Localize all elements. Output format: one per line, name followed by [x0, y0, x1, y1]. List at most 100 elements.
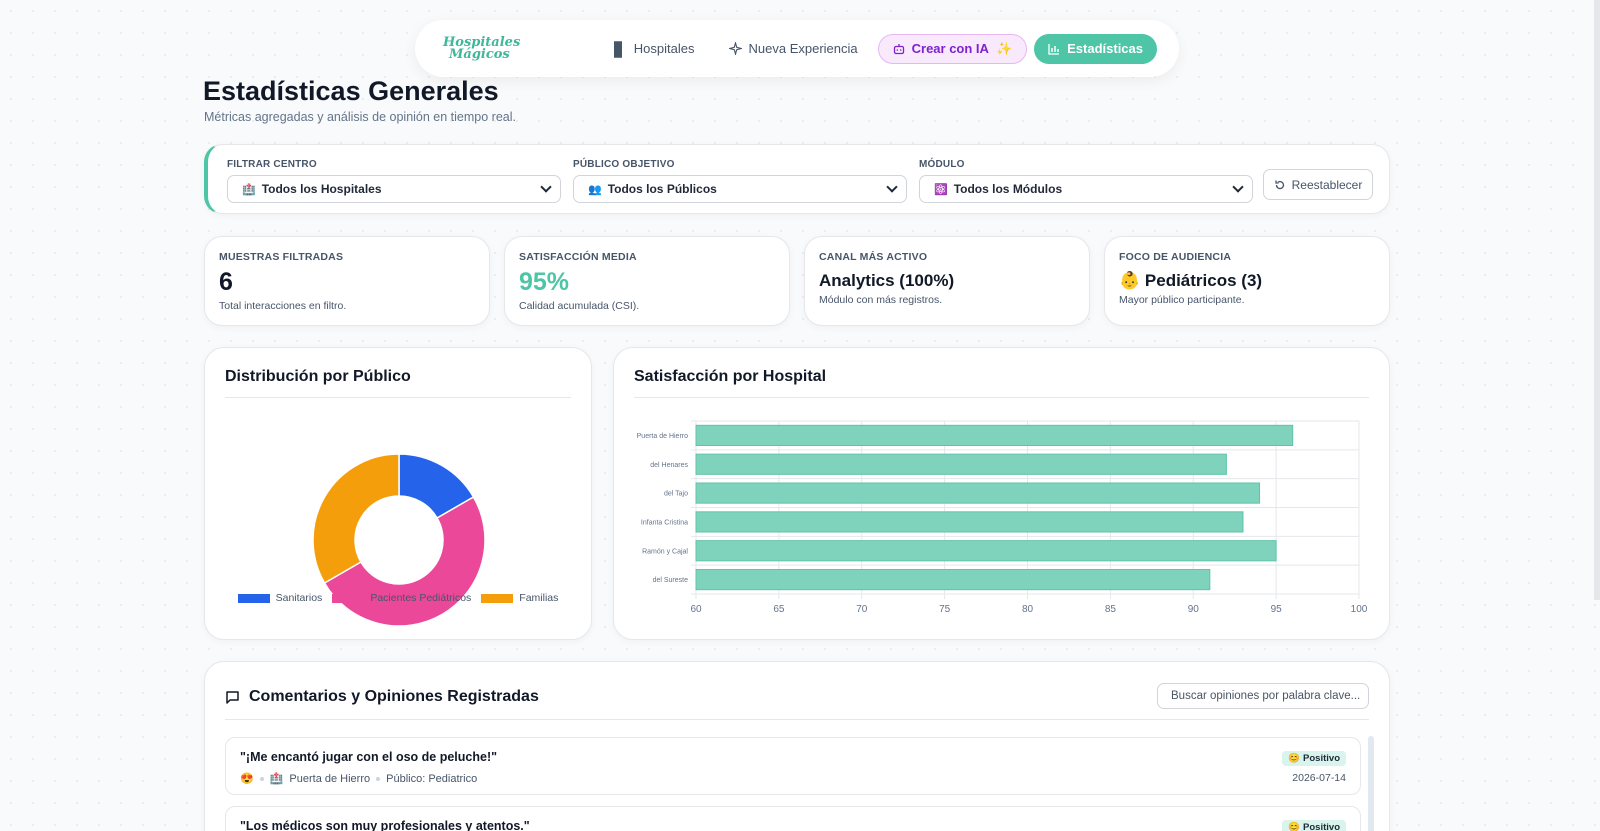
filter-publico-select[interactable]: 👥 Todos los Públicos [573, 175, 907, 203]
positive-face-icon: 😊 [1288, 753, 1301, 764]
bar-chart-card: Satisfacción por Hospital 60 65 70 75 80 85 90… [613, 347, 1390, 640]
x-tick-label: 65 [773, 604, 785, 615]
pie-slice[interactable] [312, 453, 400, 585]
comment-item: "Los médicos son muy profesionales y ate… [225, 806, 1361, 831]
bar[interactable] [695, 482, 1261, 504]
sparkles-emoji: ✨ [995, 40, 1013, 56]
filter-centro-value: Todos los Hospitales [261, 182, 382, 196]
stat-label: SATISFACCIÓN MEDIA [519, 251, 637, 263]
reset-button-label: Reestablecer [1291, 177, 1363, 192]
bar-chart: 60 65 70 75 80 85 90 95 100 Puerta de Hierro del H… [637, 420, 1368, 615]
nav-link-hospitales[interactable]: Hospitales [613, 41, 695, 58]
reset-button[interactable]: Reestablecer [1263, 169, 1373, 200]
y-tick-label: del Henares [650, 462, 688, 469]
comment-hospital: Puerta de Hierro [289, 772, 371, 785]
positive-face-icon: 😊 [1288, 822, 1301, 831]
comments-scrollbar[interactable] [1368, 736, 1374, 831]
people-icon: 👥 [588, 183, 602, 196]
stat-value: 6 [219, 268, 233, 296]
comments-title: Comentarios y Opiniones Registradas [225, 688, 539, 706]
legend-swatch [237, 593, 270, 603]
nav-link-label: Hospitales [633, 41, 695, 56]
stat-card-samples: MUESTRAS FILTRADAS 6 Total interacciones… [204, 236, 490, 326]
comments-title-text: Comentarios y Opiniones Registradas [249, 688, 539, 705]
legend-label: Pacientes Pediátricos [370, 592, 472, 604]
stat-desc: Calidad acumulada (CSI). [519, 300, 640, 312]
y-tick-label: Ramón y Cajal [642, 548, 688, 555]
comment-meta: 😍 🏥 Puerta de Hierro Público: Pediatrico [240, 772, 478, 786]
x-tick-label: 80 [1022, 604, 1034, 615]
stat-value: 95% [519, 268, 570, 296]
bar[interactable] [695, 568, 1211, 591]
filter-centro-label: FILTRAR CENTRO [227, 159, 317, 170]
x-tick-label: 60 [690, 604, 702, 615]
stat-desc: Mayor público participante. [1119, 294, 1245, 306]
sentiment-label: Positivo [1303, 822, 1340, 831]
legend-item[interactable]: Familias [481, 592, 558, 604]
reset-icon [1274, 180, 1284, 189]
chevron-down-icon [540, 181, 552, 193]
x-tick-label: 75 [939, 604, 951, 615]
legend-item[interactable]: Sanitarios [237, 592, 322, 604]
logo-line1: Hospitales [443, 34, 521, 50]
comment-audience: Público: Pediatrico [386, 772, 478, 785]
stat-card-satisfaction: SATISFACCIÓN MEDIA 95% Calidad acumulada… [504, 236, 790, 326]
chevron-down-icon [886, 181, 898, 193]
divider [225, 397, 571, 398]
y-tick-label: del Sureste [653, 577, 689, 584]
bar[interactable] [695, 540, 1277, 562]
divider [634, 397, 1369, 398]
pie-chart-title: Distribución por Público [225, 368, 411, 385]
x-tick-label: 100 [1351, 604, 1368, 615]
filter-centro: FILTRAR CENTRO 🏥 Todos los Hospitales [227, 159, 561, 203]
stat-value: 👶 Pediátricos (3) [1119, 271, 1375, 291]
stat-value-text: Pediátricos (3) [1144, 271, 1263, 290]
y-tick-label: Infanta Cristina [641, 519, 688, 526]
x-tick-label: 85 [1105, 604, 1117, 615]
comment-date: 2026-07-14 [1292, 772, 1346, 784]
bar-chart-icon [1048, 43, 1060, 55]
page-subtitle: Métricas agregadas y análisis de opinión… [204, 110, 516, 124]
comment-text: "Los médicos son muy profesionales y ate… [240, 819, 530, 831]
create-with-ai-label: Crear con IA [911, 41, 989, 56]
stats-button[interactable]: Estadísticas [1034, 33, 1157, 64]
legend-swatch [481, 593, 514, 603]
legend-label: Familias [519, 592, 559, 604]
filter-publico: PÚBLICO OBJETIVO 👥 Todos los Públicos [573, 159, 907, 203]
filter-modulo-value: Todos los Módulos [953, 182, 1063, 196]
comments-search-input[interactable]: Buscar opiniones por palabra clave... [1157, 683, 1369, 709]
atom-icon: ⚛️ [934, 183, 948, 196]
comment-item: "¡Me encantó jugar con el oso de peluche… [225, 737, 1361, 795]
hospital-icon: 🏥 [269, 773, 284, 785]
page-scrollbar[interactable] [1594, 0, 1600, 600]
stat-label: CANAL MÁS ACTIVO [819, 251, 928, 263]
filter-centro-select[interactable]: 🏥 Todos los Hospitales [227, 175, 561, 203]
bar[interactable] [695, 453, 1227, 475]
separator-dot [259, 776, 264, 781]
x-tick-label: 70 [856, 604, 868, 615]
filter-modulo-select[interactable]: ⚛️ Todos los Módulos [919, 175, 1253, 203]
sentiment-badge: 😊 Positivo [1282, 751, 1346, 766]
pie-chart [312, 453, 486, 627]
x-tick-label: 95 [1271, 604, 1283, 615]
filter-modulo-label: MÓDULO [919, 159, 965, 170]
logo[interactable]: Hospitales Mágicos [443, 34, 533, 62]
filter-publico-value: Todos los Públicos [607, 182, 717, 196]
create-with-ai-button[interactable]: Crear con IA ✨ [877, 33, 1028, 64]
hospital-icon: 🏥 [242, 183, 256, 196]
page-title: Estadísticas Generales [203, 76, 499, 106]
chat-icon [226, 690, 239, 704]
comments-card: Comentarios y Opiniones Registradas Busc… [204, 661, 1390, 831]
bar[interactable] [695, 511, 1244, 533]
filter-bar: FILTRAR CENTRO 🏥 Todos los Hospitales PÚ… [204, 144, 1390, 214]
separator-dot [376, 776, 381, 781]
bar[interactable] [695, 424, 1294, 447]
top-navbar: Hospitales Mágicos Hospitales Nueva Expe… [415, 20, 1179, 77]
comment-text: "¡Me encantó jugar con el oso de peluche… [240, 750, 498, 764]
y-tick-label: Puerta de Hierro [637, 433, 688, 440]
legend-item[interactable]: Pacientes Pediátricos [332, 592, 471, 604]
nav-link-nueva-experiencia[interactable]: Nueva Experiencia [728, 41, 858, 56]
nav-link-label: Nueva Experiencia [748, 41, 858, 56]
logo-line2: Mágicos [449, 46, 510, 62]
pie-chart-card: Distribución por Público Sanitarios Pacie… [204, 347, 592, 640]
